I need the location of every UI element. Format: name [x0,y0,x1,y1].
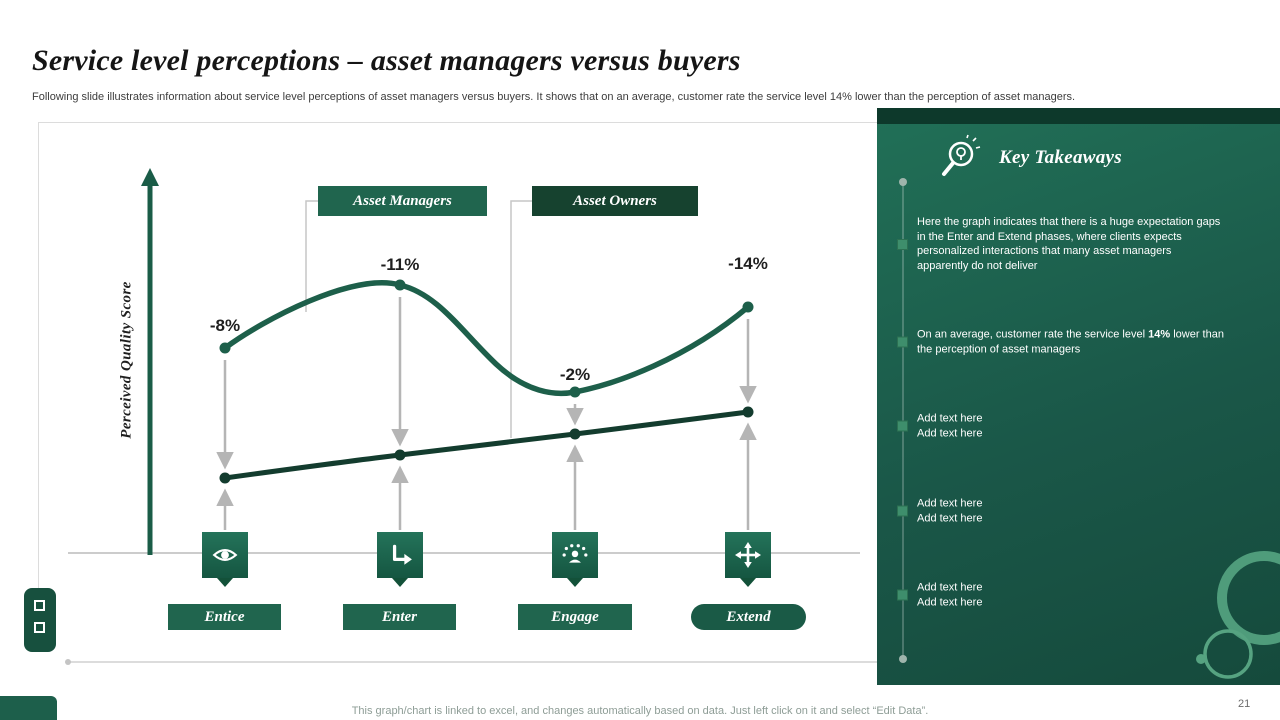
phase-icon-engage [552,532,598,578]
gap-label-extend: -14% [728,254,768,273]
placeholder-line: Add text here [917,512,983,524]
asset-owners-line [222,409,751,481]
border-dot [65,659,71,665]
square-icon [34,622,45,633]
magnifier-bulb-icon [942,134,981,176]
takeaway-text: Add text here Add text here [917,497,1225,526]
timeline-marker [897,505,908,517]
takeaway-item: Add text here Add text here [897,497,1259,526]
gap-label-enter: -11% [380,255,420,274]
phase-label-engage: Engage [518,604,632,630]
placeholder-line: Add text here [917,581,983,594]
takeaway-item: Here the graph indicates that there is a… [897,215,1259,273]
enter-arrow-icon [392,544,412,565]
takeaway-item: Add text here Add text here [897,581,1259,610]
timeline-line [902,182,904,657]
timeline-dot-top [899,178,907,186]
placeholder-line: Add text here [917,596,983,608]
gap-label-entice: -8% [209,316,241,335]
footer-note: This graph/chart is linked to excel, and… [351,705,929,717]
phase-label-extend: Extend [691,604,806,630]
takeaway-text-bold: 14% [1148,328,1171,341]
phase-label-enter: Enter [343,604,456,630]
panel-top-strip [877,108,1280,124]
timeline-dot-bottom [899,655,907,663]
takeaways-header: Key Takeaways [935,134,1122,182]
takeaway-text: Add text here Add text here [917,412,1225,441]
timeline-marker [897,336,908,348]
takeaways-title: Key Takeaways [999,147,1122,168]
gap-label-engage: -2% [559,365,591,384]
timeline-marker [897,420,908,432]
tile-pointer [740,578,756,587]
takeaway-text-pre: On an average, customer rate the service… [917,328,1149,341]
takeaway-item: Add text here Add text here [897,412,1259,441]
y-axis-label: Perceived Quality Score [118,281,135,439]
page-subtitle: Following slide illustrates information … [32,91,1076,103]
legend-asset-managers: Asset Managers [318,186,487,216]
phase-icon-entice [202,532,248,578]
legend-connector-managers [305,200,318,312]
tile-pointer [392,578,408,587]
takeaway-item: On an average, customer rate the service… [897,328,1259,357]
placeholder-line: Add text here [917,427,983,439]
eye-icon [212,549,238,561]
tile-pointer [217,578,233,587]
phase-icon-enter [377,532,423,578]
phase-label-entice: Entice [168,604,281,630]
takeaway-text: Here the graph indicates that there is a… [917,216,1221,272]
page-title: Service level perceptions – asset manage… [32,44,741,78]
key-takeaways-panel: Key Takeaways Here the graph indicates t… [877,108,1280,685]
tile-pointer [567,578,583,587]
square-icon [34,600,45,611]
takeaway-text: Add text here Add text here [917,581,1225,610]
takeaway-text: On an average, customer rate the service… [917,328,1225,357]
page-number: 21 [1238,698,1251,710]
extend-arrows-icon [735,542,761,568]
legend-connector-owners [510,200,532,438]
service-level-chart[interactable]: Perceived Quality Score Asset Managers A… [38,122,877,667]
timeline-marker [897,238,908,250]
asset-managers-points [219,279,754,398]
placeholder-line: Add text here [917,497,983,510]
y-axis-arrowhead [141,168,159,186]
legend-asset-owners: Asset Owners [532,186,698,216]
asset-owners-points [219,406,754,484]
side-tag-decoration [24,588,56,652]
takeaway-text-post: lower than the perception of asset manag… [917,328,1224,356]
timeline-marker [897,589,908,601]
placeholder-line: Add text here [917,412,983,425]
corner-block-decoration [0,696,57,720]
asset-managers-curve [222,280,751,397]
engage-people-icon [562,544,588,563]
phase-icon-extend [725,532,771,578]
